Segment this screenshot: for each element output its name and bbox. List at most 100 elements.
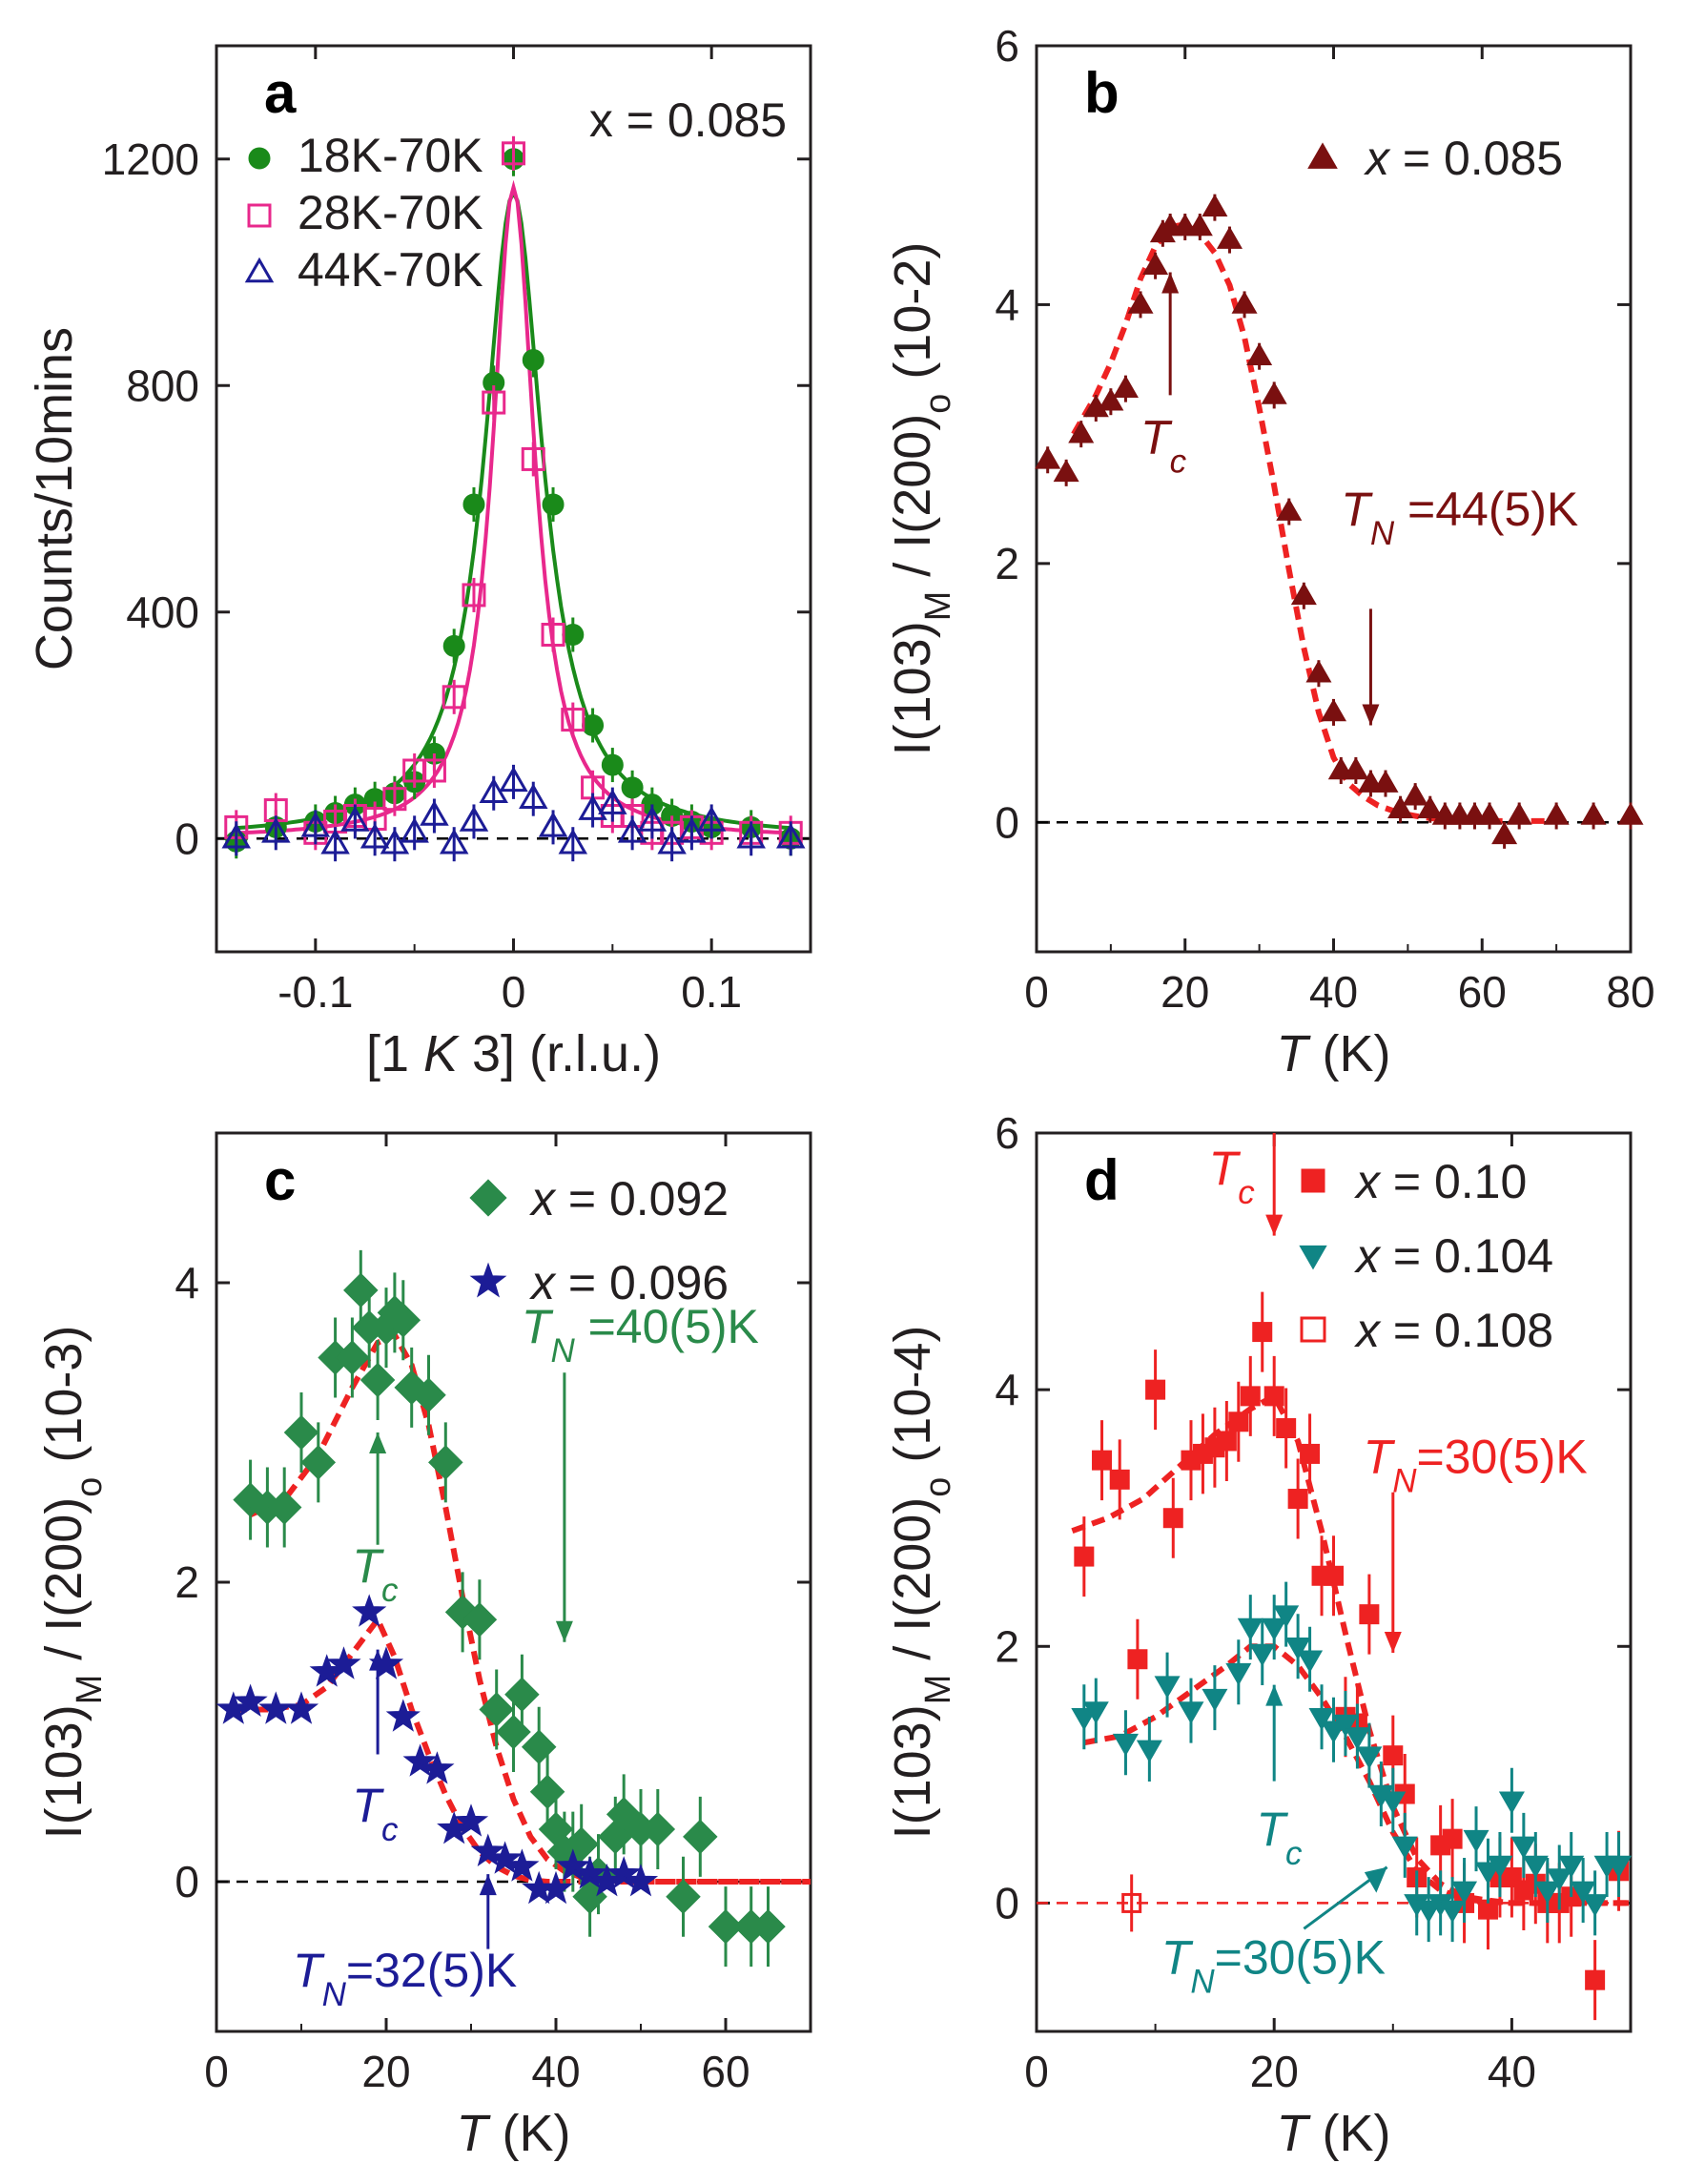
y-tick-label: 0 (995, 1878, 1019, 1927)
label-part: N (322, 1975, 347, 2012)
tn-arrow-red-head (1384, 1632, 1402, 1654)
data-point (1343, 756, 1369, 780)
legend-label: 18K-70K (298, 129, 483, 182)
data-point (1035, 446, 1061, 469)
tc-label-teal: Tc (1257, 1803, 1304, 1872)
composition-label: x = 0.085 (589, 93, 787, 147)
fit-curve (249, 1331, 811, 1885)
label-part: =32(5)K (346, 1944, 517, 1997)
label-part: K (423, 1025, 460, 1082)
label-part: T (1140, 411, 1173, 464)
y-axis-label: I(103)M / I(200)o (10-4) (884, 1326, 958, 1840)
label-part: N (1370, 514, 1395, 551)
data-point (708, 1908, 744, 1945)
x-tick-label: 0 (1024, 2047, 1049, 2096)
label-part: T (1277, 1025, 1312, 1082)
data-point (621, 776, 644, 799)
data-point (487, 1841, 523, 1874)
data-point (1202, 1688, 1228, 1712)
label-part: 3] (r.l.u.) (458, 1025, 661, 1082)
data-point (1332, 1714, 1359, 1738)
data-point (1154, 1676, 1181, 1699)
data-point (1582, 1894, 1609, 1917)
plot-frame (1035, 1131, 1633, 2033)
data-point (538, 1870, 574, 1905)
y-tick-label: 800 (126, 361, 199, 410)
data-point (283, 1414, 319, 1451)
data-point (1558, 1855, 1585, 1879)
label-part: = 0.108 (1380, 1304, 1553, 1357)
label-part: -4 (884, 1343, 941, 1389)
y-tick-label: 0 (175, 1857, 199, 1906)
label-part: T (352, 1539, 384, 1593)
label-part: Counts/10mins (26, 327, 83, 670)
tc-label-red: Tc (1209, 1142, 1256, 1211)
data-point (428, 1445, 463, 1480)
label-part: =30(5)K (1416, 1431, 1587, 1484)
data-point (382, 787, 407, 812)
x-tick-label: 40 (531, 2047, 580, 2096)
data-point (1186, 213, 1213, 237)
data-point (400, 817, 429, 843)
tc-arrow-navy-head (369, 1649, 387, 1671)
data-point (385, 1302, 421, 1338)
data-point (462, 493, 485, 516)
x-tick-label: 40 (1309, 967, 1358, 1017)
data-point (1372, 770, 1399, 793)
data-point (462, 583, 486, 608)
data-point (666, 1879, 701, 1914)
label-part: T (1277, 2105, 1312, 2162)
panel-letter: b (1084, 61, 1120, 125)
x-tick-label: 80 (1606, 967, 1654, 1017)
data-point (1276, 498, 1303, 521)
data-point (1273, 1605, 1300, 1628)
tc-arrow-green-head (369, 1432, 387, 1453)
data-point (1112, 1733, 1139, 1757)
panel-letter: c (264, 1148, 296, 1212)
x-axis-label: T (K) (457, 2105, 571, 2162)
data-point (1053, 459, 1079, 483)
label-part: x (1354, 1155, 1382, 1208)
tc-arrow-head (1161, 272, 1180, 294)
data-point (1606, 1855, 1633, 1879)
y-tick-label: 4 (995, 1365, 1019, 1414)
tc-arrow-teal-head (1265, 1684, 1284, 1706)
label-part: I(103) (884, 1704, 941, 1839)
data-point (1522, 1855, 1549, 1879)
panel-letter: a (264, 61, 297, 125)
data-point (1380, 1791, 1407, 1814)
y-tick-label: 0 (995, 797, 1019, 847)
data-point (1142, 252, 1169, 276)
y-tick-label: 2 (175, 1557, 199, 1607)
data-point (561, 708, 585, 732)
tn-label-green: TN =40(5)K (522, 1300, 759, 1370)
y-axis-label: I(103)M / I(200)o (10-2) (884, 242, 958, 756)
data-point (340, 806, 370, 832)
data-point (1276, 1418, 1297, 1439)
data-point (1237, 1617, 1263, 1641)
label-part: x (529, 1172, 557, 1226)
data-point (1356, 1746, 1383, 1769)
data-point (1387, 795, 1414, 819)
label-part: (K) (488, 2105, 571, 2162)
data-point (459, 806, 489, 832)
tc-label-green: Tc (352, 1539, 399, 1609)
label-part: / I(200) (35, 1497, 92, 1675)
label-part: T (1364, 1431, 1396, 1484)
data-point (1451, 1881, 1478, 1905)
y-axis-label: I(103)M / I(200)o (10-3) (35, 1326, 110, 1840)
y-tick-label: 1200 (102, 134, 199, 184)
y-tick-label: 6 (995, 1108, 1019, 1158)
label-part: =30(5)K (1215, 1930, 1386, 1984)
label-part: ) (884, 1326, 941, 1343)
label-part: I(103) (884, 621, 941, 755)
x-tick-label: 20 (1161, 967, 1209, 1017)
data-point (1249, 1643, 1276, 1667)
data-point (541, 623, 565, 647)
data-point (1570, 1881, 1596, 1905)
data-point (343, 1272, 379, 1308)
data-point (775, 823, 806, 849)
data-point (1074, 1546, 1095, 1567)
legend-label: x = 0.104 (1354, 1229, 1553, 1283)
